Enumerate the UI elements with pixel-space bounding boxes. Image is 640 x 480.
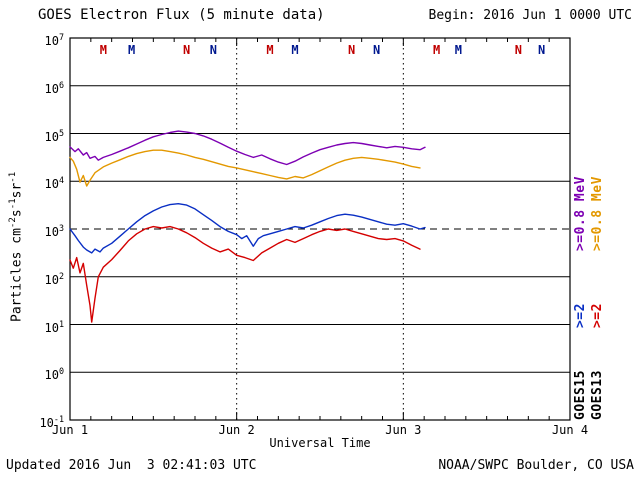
updated-timestamp: Updated 2016 Jun 3 02:41:03 UTC [6, 458, 257, 473]
y-tick-label-10e5: 105 [44, 127, 65, 144]
y-axis-label: Particles cm-2s-1sr-1 [8, 171, 25, 322]
y-tick-label-10e0: 100 [44, 366, 65, 383]
legend-part: >=2 [590, 303, 605, 329]
y-tick-label-10e7: 107 [44, 32, 65, 48]
y-tick-label-10e3: 103 [44, 223, 65, 239]
legend-part: >=0.8 MeV [573, 176, 588, 252]
data-source-label: NOAA/SWPC Boulder, CO USA [438, 458, 634, 473]
chart-title: GOES Electron Flux (5 minute data) [38, 7, 325, 23]
x-tick-label-jun-2: Jun 2 [218, 423, 255, 437]
y-tick-label-10e6: 106 [44, 79, 65, 96]
event-marker-n: N [538, 43, 545, 57]
event-marker-m: M [455, 43, 462, 57]
legend-goes15: GOES15 >=2 >=0.8 MeV [573, 176, 588, 420]
event-marker-m: M [100, 43, 107, 57]
legend-part: GOES15 [573, 370, 588, 420]
legend-part: >=2 [573, 303, 588, 329]
event-marker-n: N [183, 43, 190, 57]
event-marker-m: M [291, 43, 298, 57]
series-goes13-2-mev [69, 225, 421, 323]
series-goes15-0.8-mev [69, 130, 426, 166]
series-goes15-2-mev [69, 202, 426, 254]
event-marker-n: N [348, 43, 355, 57]
x-tick-label-jun-1: Jun 1 [51, 423, 89, 437]
series-goes13-0.8-mev [69, 149, 421, 187]
legend-goes13: GOES13 >=2 >=0.8 MeV [590, 176, 605, 420]
y-tick-label-10e2: 102 [44, 270, 65, 287]
event-marker-m: M [266, 43, 273, 57]
x-tick-label-jun-4: Jun 4 [551, 423, 589, 437]
event-marker-n: N [515, 43, 522, 57]
legend-part: GOES13 [590, 370, 605, 420]
begin-time-label: Begin: 2016 Jun 1 0000 UTC [428, 8, 633, 23]
y-tick-label-10e-1: 10-1 [39, 414, 64, 430]
event-marker-n: N [210, 43, 217, 57]
y-tick-label-10e1: 101 [44, 318, 65, 335]
event-marker-m: M [128, 43, 135, 57]
legend-part: >=0.8 MeV [590, 176, 605, 252]
x-axis-label: Universal Time [269, 436, 371, 450]
x-tick-label-jun-3: Jun 3 [385, 423, 422, 437]
event-marker-n: N [373, 43, 380, 57]
y-tick-label-10e4: 104 [44, 175, 65, 192]
event-marker-m: M [433, 43, 440, 57]
